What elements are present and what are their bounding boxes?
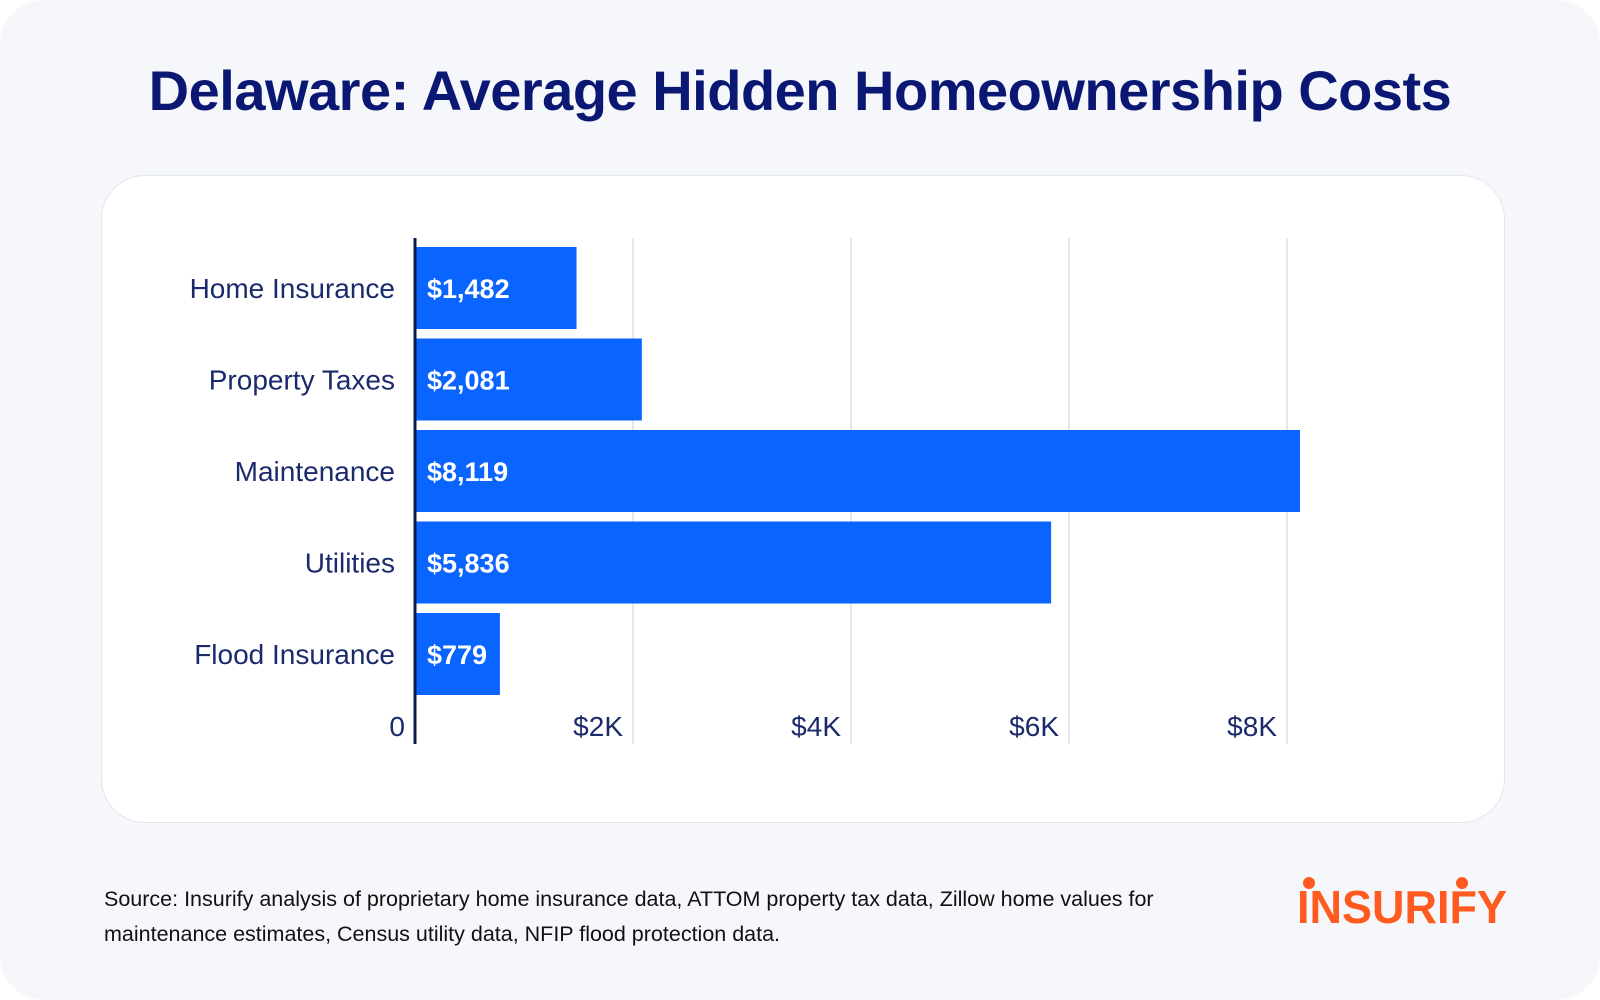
bar xyxy=(415,430,1300,512)
data-label: $2,081 xyxy=(427,366,510,396)
category-label: Home Insurance xyxy=(190,273,395,304)
x-tick-label: $2K xyxy=(573,711,623,742)
insurify-logo: INSURIFY xyxy=(1297,877,1507,933)
bar xyxy=(415,521,1052,604)
data-label: $1,482 xyxy=(427,274,510,304)
category-label: Flood Insurance xyxy=(194,639,395,670)
x-tick-label: $4K xyxy=(791,711,841,742)
category-label: Maintenance xyxy=(235,456,395,487)
data-label: $8,119 xyxy=(427,457,508,487)
logo-dot-left-icon xyxy=(1303,877,1315,889)
insurify-logo-text: INSURIFY xyxy=(1297,881,1507,933)
category-label: Property Taxes xyxy=(209,365,395,396)
chart-card: $1,482 Home Insurance $2,081 Property Taxes… xyxy=(101,175,1505,823)
logo-dot-right-icon xyxy=(1456,877,1468,889)
x-tick-label: $8K xyxy=(1227,711,1277,742)
bar xyxy=(415,338,642,421)
x-tick-label: $6K xyxy=(1009,711,1059,742)
data-label: $779 xyxy=(427,640,487,670)
bar xyxy=(415,247,577,329)
source-note: Source: Insurify analysis of proprietary… xyxy=(104,887,1154,946)
bar-chart: $1,482 Home Insurance $2,081 Property Taxes… xyxy=(190,238,1300,744)
category-label: Utilities xyxy=(305,548,395,579)
data-label: $5,836 xyxy=(427,549,510,579)
x-tick-label: 0 xyxy=(389,711,405,742)
bar xyxy=(415,613,500,695)
page-title: Delaware: Average Hidden Homeownership C… xyxy=(148,59,1452,122)
